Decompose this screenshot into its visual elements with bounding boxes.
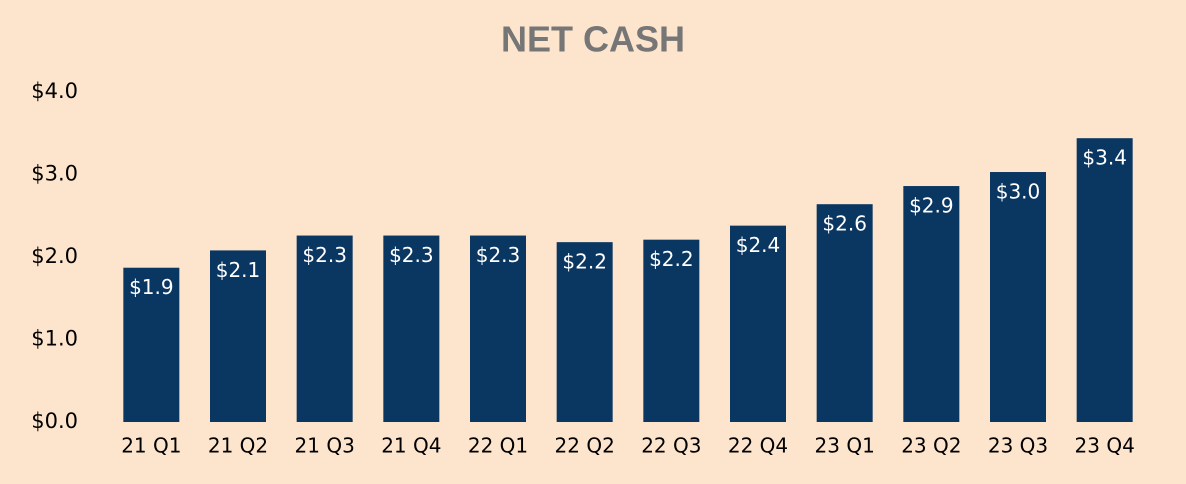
bar — [210, 250, 266, 422]
bar — [903, 186, 960, 422]
x-tick-label: 23 Q4 — [1075, 434, 1135, 458]
bar — [990, 172, 1046, 422]
data-label: $2.2 — [649, 247, 694, 271]
data-label: $2.3 — [476, 243, 521, 267]
x-tick-label: 23 Q2 — [901, 434, 961, 458]
x-tick-label: 21 Q3 — [295, 434, 355, 458]
data-label: $2.3 — [302, 243, 347, 267]
data-label: $2.2 — [562, 250, 607, 274]
bar — [556, 242, 613, 422]
data-label: $1.9 — [129, 275, 174, 299]
bar — [296, 235, 353, 422]
y-tick-label: $4.0 — [31, 79, 78, 103]
bar — [1076, 138, 1133, 422]
x-tick-label: 22 Q1 — [468, 434, 528, 458]
bar — [123, 267, 180, 422]
data-label: $2.1 — [216, 258, 261, 282]
x-tick-label: 23 Q3 — [988, 434, 1048, 458]
bar — [816, 204, 873, 422]
data-label: $3.0 — [996, 180, 1041, 204]
bar — [383, 235, 440, 422]
x-tick-label: 22 Q2 — [555, 434, 615, 458]
x-tick-label: 23 Q1 — [815, 434, 875, 458]
data-label: $3.4 — [1082, 146, 1127, 170]
x-tick-label: 21 Q1 — [121, 434, 181, 458]
y-tick-label: $0.0 — [31, 409, 78, 433]
bar — [470, 235, 526, 422]
bar — [643, 239, 700, 422]
bar — [730, 225, 786, 422]
y-tick-label: $3.0 — [31, 162, 78, 186]
data-label: $2.3 — [389, 243, 434, 267]
x-tick-label: 21 Q4 — [381, 434, 441, 458]
x-tick-label: 22 Q4 — [728, 434, 788, 458]
chart-title: NET CASH — [501, 19, 685, 60]
data-label: $2.9 — [909, 194, 954, 218]
data-label: $2.6 — [822, 212, 867, 236]
x-tick-label: 22 Q3 — [641, 434, 701, 458]
data-label: $2.4 — [736, 233, 781, 257]
x-tick-label: 21 Q2 — [208, 434, 268, 458]
y-tick-label: $1.0 — [31, 327, 78, 351]
y-tick-label: $2.0 — [31, 244, 78, 268]
